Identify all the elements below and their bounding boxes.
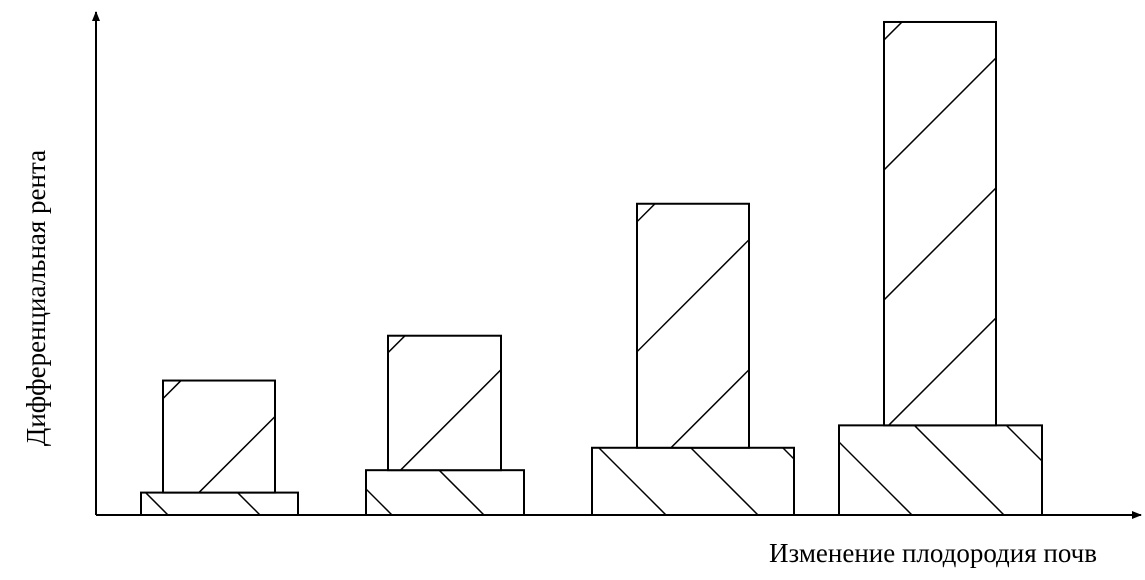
bar-top-4-hatch	[884, 21, 996, 426]
bar-top-1-hatch	[163, 380, 275, 493]
x-axis-label: Изменение плодородия почв	[769, 538, 1097, 568]
bar-top-2-hatch	[388, 335, 501, 471]
bar-top-3-hatch	[637, 203, 749, 448]
y-axis-label: Дифференциальная рента	[21, 150, 51, 446]
bar-top-2	[387, 334, 502, 472]
bar-top-3	[636, 202, 750, 449]
bar-top-4	[883, 20, 997, 427]
bars-layer	[140, 20, 1043, 516]
bar-base-3	[591, 446, 795, 516]
bar-base-1-hatch	[145, 492, 261, 515]
bar-top-1	[162, 379, 276, 494]
bar-base-4-hatch	[839, 425, 1042, 515]
bar-base-2-hatch	[366, 470, 485, 515]
bar-base-2	[365, 469, 525, 516]
axes-layer	[92, 11, 1142, 519]
